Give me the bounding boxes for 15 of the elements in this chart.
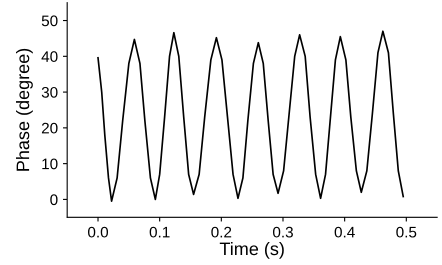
y-tick-label: 10 <box>42 158 58 170</box>
x-tick-label: 0.1 <box>150 226 170 238</box>
x-tick-label: 0.3 <box>272 226 293 238</box>
y-tick-label: 20 <box>42 122 58 134</box>
x-axis-title: Time (s) <box>220 242 284 259</box>
y-tick-label: 40 <box>42 51 58 62</box>
x-tick-label: 0.0 <box>88 226 108 238</box>
y-axis-title: Phase (degree) <box>16 48 33 171</box>
x-tick-label: 0.5 <box>396 226 416 238</box>
line-series <box>97 30 404 202</box>
y-tick-label: 50 <box>42 15 58 26</box>
y-tick-label: 0 <box>50 194 58 206</box>
y-tick-label: 30 <box>42 86 58 98</box>
x-tick-label: 0.4 <box>334 226 355 238</box>
x-tick-label: 0.2 <box>211 226 232 238</box>
